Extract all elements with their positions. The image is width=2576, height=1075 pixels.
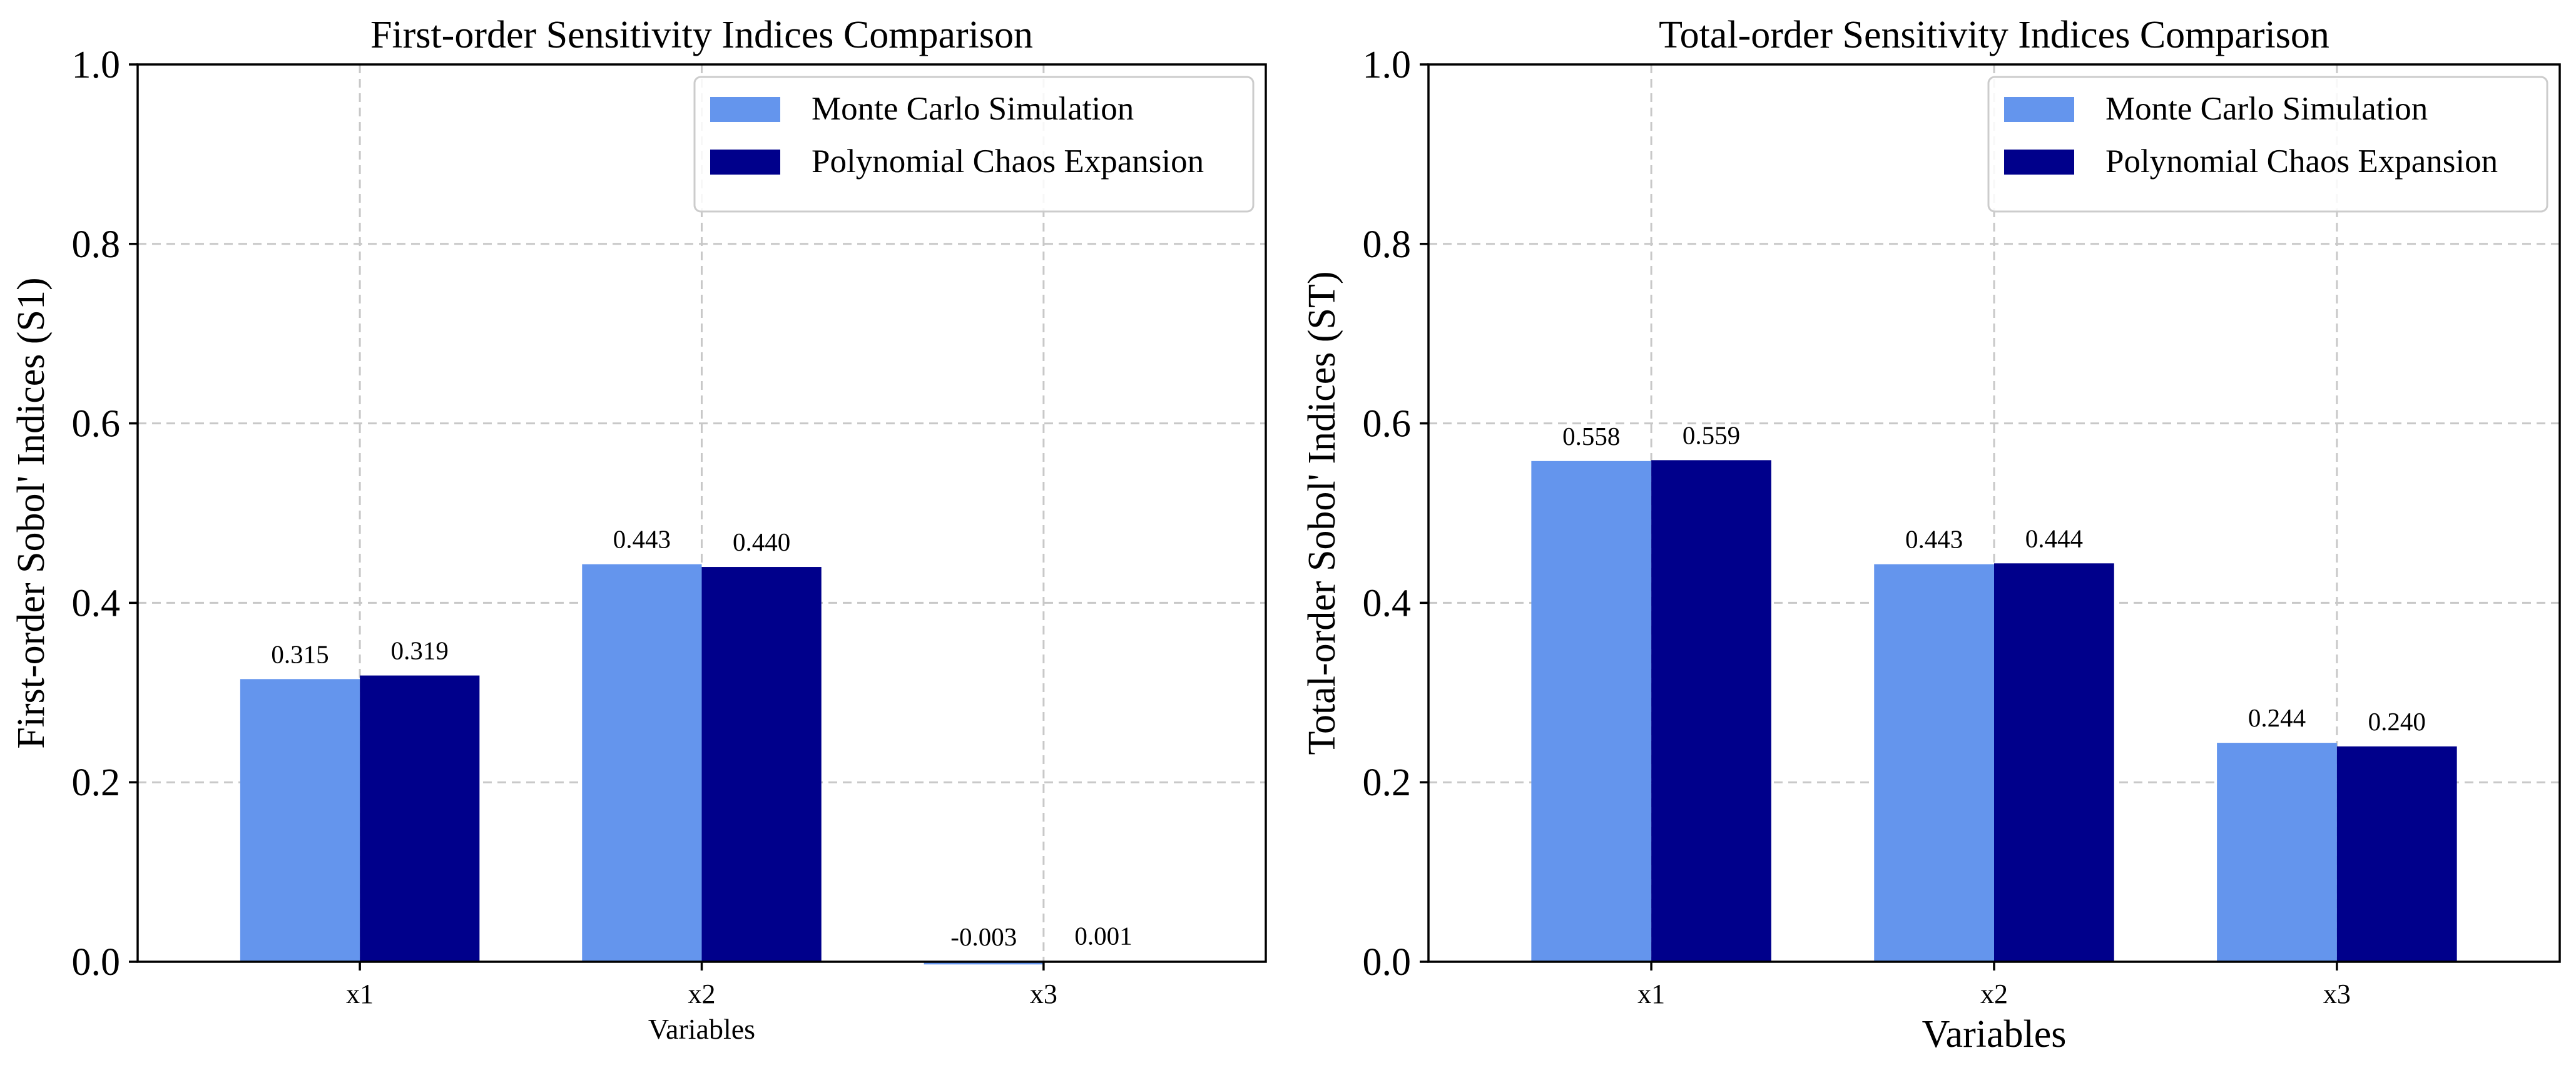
x-tick-label: x2 (1980, 979, 2008, 1009)
x-axis-label: Variables (1922, 1013, 2067, 1056)
legend-box (1987, 76, 2548, 213)
bar-monte-carlo-simulation-x3 (2217, 743, 2337, 962)
y-tick-label: 1.0 (72, 44, 121, 86)
bar-polynomial-chaos-expansion-x2 (701, 567, 822, 962)
bar-polynomial-chaos-expansion-x3 (2336, 746, 2457, 962)
y-tick-label: 0.4 (72, 582, 121, 624)
legend: Monte Carlo Simulation Polynomial Chaos E… (693, 76, 1255, 213)
y-tick-label: 1.0 (1363, 44, 1412, 86)
legend-label: Monte Carlo Simulation (812, 91, 1134, 127)
bar-monte-carlo-simulation-x2 (582, 564, 702, 962)
y-tick-label: 0.8 (72, 223, 121, 266)
data-label: 0.443 (1905, 525, 1963, 554)
x-tick-label: x1 (1637, 979, 1665, 1009)
legend-label: Polynomial Chaos Expansion (2105, 143, 2498, 180)
bar-monte-carlo-simulation-x1 (1531, 461, 1652, 962)
legend-swatch (2004, 150, 2074, 175)
x-tick-label: x1 (346, 979, 374, 1009)
data-label: 0.315 (271, 639, 328, 668)
y-axis-label: Total-order Sobol' Indices (ST) (1301, 271, 1343, 755)
chart-title: Total-order Sensitivity Indices Comparis… (1659, 14, 2329, 56)
legend-label: Polynomial Chaos Expansion (812, 143, 1204, 180)
bar-monte-carlo-simulation-x1 (240, 679, 360, 962)
legend-label: Monte Carlo Simulation (2105, 91, 2428, 127)
y-tick-label: 0.2 (72, 762, 121, 804)
y-tick-label: 0.2 (1363, 762, 1412, 804)
legend-swatch (710, 97, 780, 122)
chart-title: First-order Sensitivity Indices Comparis… (370, 14, 1033, 56)
data-label: 0.244 (2248, 703, 2306, 732)
y-tick-label: 0.0 (1363, 941, 1412, 984)
bar-monte-carlo-simulation-x2 (1874, 564, 1994, 962)
legend-swatch (710, 150, 780, 175)
y-tick-label: 0.6 (1363, 403, 1412, 446)
data-label: -0.003 (950, 922, 1017, 951)
x-axis-label: Variables (648, 1013, 755, 1045)
y-tick-label: 0.6 (72, 403, 121, 446)
y-tick-label: 0.8 (1363, 223, 1412, 266)
x-tick-label: x3 (2323, 979, 2351, 1009)
bar-polynomial-chaos-expansion-x1 (1651, 460, 1771, 962)
y-axis-label: First-order Sobol' Indices (S1) (10, 277, 53, 748)
y-tick-label: 0.4 (1363, 582, 1412, 624)
bar-polynomial-chaos-expansion-x1 (360, 675, 480, 962)
legend-swatch (2004, 97, 2074, 122)
x-tick-label: x2 (688, 979, 716, 1009)
data-label: 0.444 (2025, 524, 2083, 553)
chart-panel-2: 0.558 0.443 0.244 0.559 0.444 0.240 0.0 0.2 0.4 0… (1301, 14, 2561, 1056)
data-label: 0.319 (391, 636, 449, 665)
x-tick-label: x3 (1030, 979, 1057, 1009)
bar-monte-carlo-simulation-x3 (924, 962, 1044, 965)
data-label: 0.559 (1683, 420, 1740, 449)
data-label: 0.001 (1074, 922, 1132, 950)
data-label: 0.240 (2368, 707, 2426, 736)
y-tick-label: 0.0 (72, 941, 121, 984)
data-label: 0.558 (1562, 422, 1620, 451)
legend: Monte Carlo Simulation Polynomial Chaos E… (1987, 76, 2548, 213)
legend-box (693, 76, 1255, 213)
data-label: 0.440 (733, 527, 790, 556)
bar-polynomial-chaos-expansion-x2 (1994, 563, 2114, 962)
data-label: 0.443 (613, 525, 671, 554)
chart-panel-1: 0.315 0.443 -0.003 0.319 0.440 0.001 0.0 0.2 0.4… (10, 14, 1267, 1045)
